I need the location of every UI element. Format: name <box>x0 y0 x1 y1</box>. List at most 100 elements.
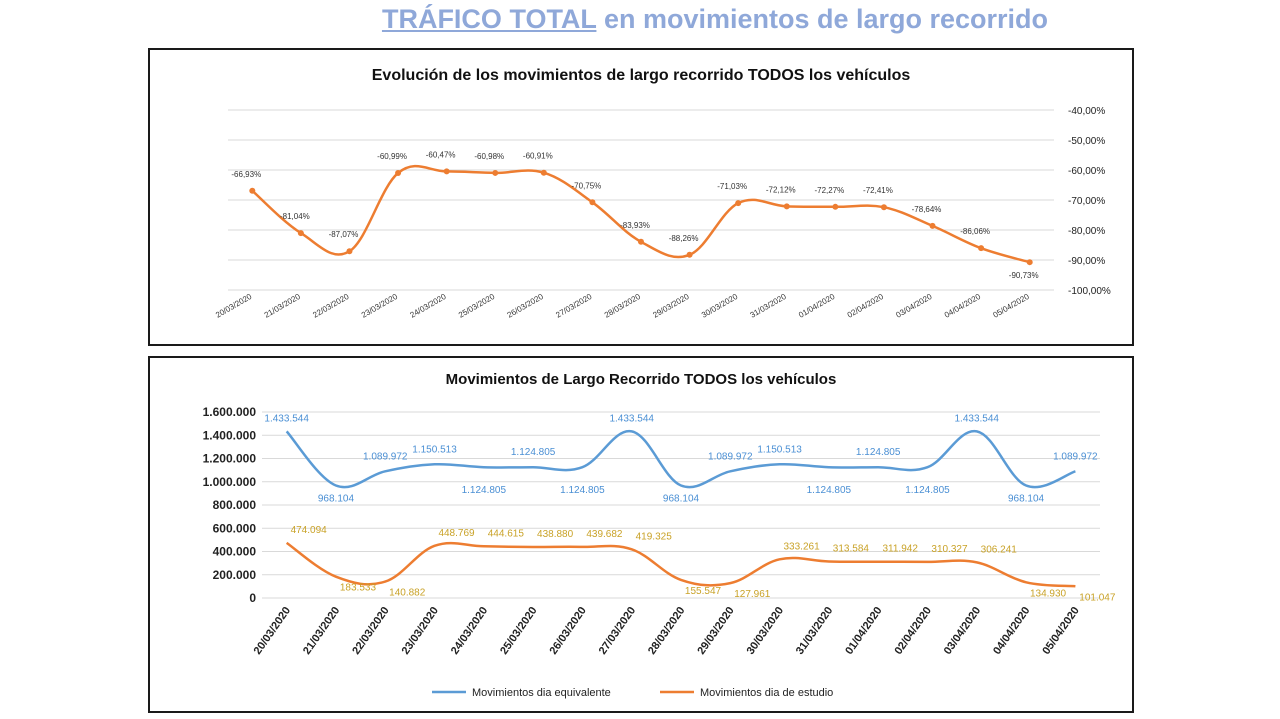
legend-estudio-label: Movimientos dia de estudio <box>700 687 833 699</box>
data-label: -72,41% <box>863 186 893 195</box>
legend: Movimientos dia equivalente Movimientos … <box>432 687 833 699</box>
x-tick-label: 28/03/2020 <box>646 605 687 657</box>
y-tick-label: 200.000 <box>213 568 257 582</box>
data-label-equivalente: 1.124.805 <box>905 485 950 496</box>
x-tick-label: 02/04/2020 <box>893 605 934 657</box>
data-label: -66,93% <box>231 170 261 179</box>
data-label-equivalente: 1.089.972 <box>708 451 753 462</box>
x-tick-label: 31/03/2020 <box>794 605 835 657</box>
series-estudio-line <box>285 541 1076 588</box>
x-tick-label: 31/03/2020 <box>749 292 789 320</box>
data-point <box>346 248 353 255</box>
data-label-equivalente: 1.124.805 <box>856 447 901 458</box>
data-point <box>929 222 936 229</box>
data-label: -87,07% <box>329 230 359 239</box>
data-label-estudio: 333.261 <box>784 541 821 552</box>
x-tick-label: 02/04/2020 <box>846 292 886 320</box>
data-label-equivalente: 1.433.544 <box>609 413 654 424</box>
x-tick-label: 04/04/2020 <box>991 605 1032 657</box>
data-label-estudio: 306.241 <box>981 544 1018 555</box>
data-label-estudio: 134.930 <box>1030 588 1067 599</box>
movements-chart-title: Movimientos de Largo Recorrido TODOS los… <box>446 371 837 388</box>
data-label-equivalente: 1.124.805 <box>462 485 507 496</box>
data-label: -83,93% <box>620 221 650 230</box>
percentage-series-line <box>251 164 1031 264</box>
data-label-estudio: 155.547 <box>685 586 722 597</box>
y-tick-label: -70,00% <box>1068 196 1105 207</box>
data-point <box>589 199 596 206</box>
data-label-estudio: 183.533 <box>340 583 377 594</box>
data-label-estudio: 444.615 <box>488 528 525 539</box>
data-point <box>540 169 547 176</box>
data-label: -88,26% <box>669 234 699 243</box>
data-label-equivalente: 1.150.513 <box>412 444 457 455</box>
x-tick-label: 30/03/2020 <box>745 605 786 657</box>
y-tick-label: 1.400.000 <box>203 428 257 442</box>
x-tick-label: 24/03/2020 <box>449 605 490 657</box>
data-label-estudio: 311.942 <box>882 544 918 555</box>
y-tick-label: -40,00% <box>1068 106 1105 117</box>
x-tick-label: 23/03/2020 <box>400 605 441 657</box>
data-label-estudio: 439.682 <box>586 529 623 540</box>
y-tick-label: -60,00% <box>1068 166 1105 177</box>
data-label: -90,73% <box>1009 271 1039 280</box>
data-label-estudio: 101.047 <box>1079 592 1116 603</box>
data-point <box>638 238 644 245</box>
data-label-estudio: 438.880 <box>537 529 574 540</box>
data-label: -60,98% <box>474 152 504 161</box>
data-point <box>783 203 790 210</box>
page-title-rest: en movimientos de largo recorrido <box>596 4 1049 34</box>
data-point <box>1026 259 1033 266</box>
x-tick-label: 23/03/2020 <box>360 292 400 320</box>
page-title: TRÁFICO TOTAL en movimientos de largo re… <box>0 4 1280 35</box>
data-label-estudio: 140.882 <box>389 588 426 599</box>
x-tick-label: 21/03/2020 <box>263 292 303 320</box>
data-point <box>297 230 304 237</box>
x-tick-label: 29/03/2020 <box>651 292 691 320</box>
movements-chart: Movimientos de Largo Recorrido TODOS los… <box>203 371 1116 699</box>
x-tick-label: 20/03/2020 <box>252 605 293 657</box>
data-point <box>249 187 256 194</box>
data-point <box>686 251 693 258</box>
data-label-estudio: 419.325 <box>636 531 673 542</box>
data-point <box>832 203 839 210</box>
percentage-chart-panel: Evolución de los movimientos de largo re… <box>148 48 1134 346</box>
x-tick-label: 03/04/2020 <box>942 605 983 657</box>
data-label-equivalente: 968.104 <box>318 493 355 504</box>
x-tick-label: 01/04/2020 <box>797 292 837 320</box>
x-tick-label: 05/04/2020 <box>1040 605 1081 657</box>
y-tick-label: -50,00% <box>1068 136 1105 147</box>
series-equivalente-line <box>285 430 1076 489</box>
data-point <box>395 169 402 176</box>
x-tick-label: 24/03/2020 <box>408 292 448 320</box>
data-label-equivalente: 1.089.972 <box>363 451 408 462</box>
data-point <box>880 204 887 211</box>
y-tick-label: 1.000.000 <box>203 475 257 489</box>
x-tick-label: 22/03/2020 <box>311 292 351 320</box>
x-tick-label: 28/03/2020 <box>603 292 643 320</box>
y-tick-label: 600.000 <box>213 521 257 535</box>
movements-chart-panel: Movimientos de Largo Recorrido TODOS los… <box>148 356 1134 713</box>
data-label: -71,03% <box>717 182 747 191</box>
x-tick-label: 04/04/2020 <box>943 292 983 320</box>
y-tick-label: 1.600.000 <box>203 405 257 419</box>
x-tick-label: 27/03/2020 <box>554 292 594 320</box>
x-tick-label: 05/04/2020 <box>992 292 1032 320</box>
y-tick-label: 1.200.000 <box>203 452 257 466</box>
x-tick-label: 21/03/2020 <box>301 605 342 657</box>
data-label: -60,91% <box>523 152 553 161</box>
y-tick-label: 0 <box>249 591 256 605</box>
x-tick-label: 22/03/2020 <box>350 605 391 657</box>
data-label-equivalente: 1.089.972 <box>1053 451 1098 462</box>
data-label-equivalente: 1.433.544 <box>264 413 309 424</box>
x-tick-label: 26/03/2020 <box>506 292 546 320</box>
data-label-estudio: 127.961 <box>734 589 771 600</box>
percentage-chart: Evolución de los movimientos de largo re… <box>214 67 1111 320</box>
data-label: -70,75% <box>572 181 602 190</box>
x-tick-label: 30/03/2020 <box>700 292 740 320</box>
data-point <box>443 168 450 175</box>
data-label: -86,06% <box>960 227 990 236</box>
data-label-equivalente: 1.124.805 <box>560 485 605 496</box>
y-tick-label: 800.000 <box>213 498 257 512</box>
x-tick-label: 20/03/2020 <box>214 292 254 320</box>
